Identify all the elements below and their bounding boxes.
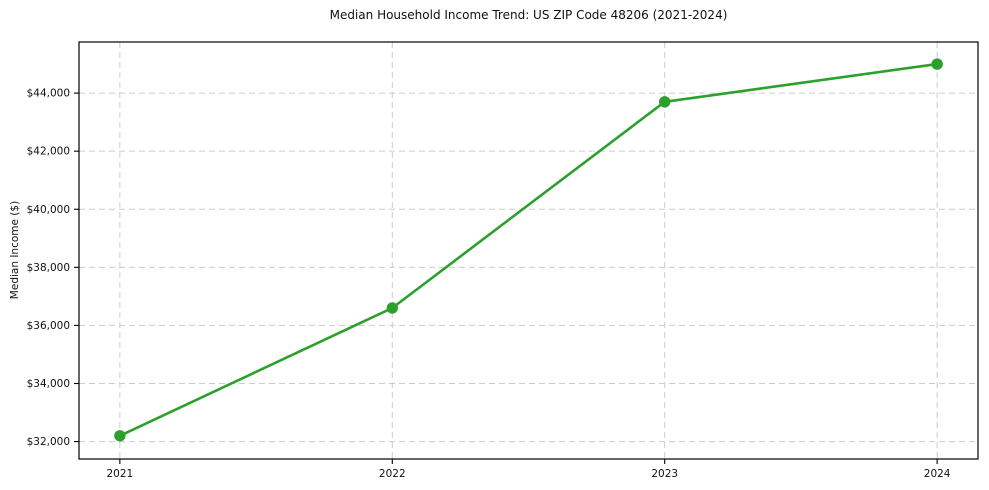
chart-title: Median Household Income Trend: US ZIP Co… (329, 8, 728, 22)
y-tick-label: $34,000 (27, 378, 70, 390)
y-tick-label: $42,000 (27, 146, 70, 158)
plot-border (78, 41, 979, 460)
x-tick-label: 2022 (379, 468, 406, 480)
x-tick-label: 2024 (924, 468, 951, 480)
y-tick-label: $44,000 (27, 88, 70, 100)
y-tick-label: $38,000 (27, 262, 70, 274)
x-tick-label: 2021 (106, 468, 133, 480)
x-tick-label: 2023 (651, 468, 678, 480)
data-point (114, 430, 126, 442)
data-point (931, 58, 943, 70)
y-tick-label: $36,000 (27, 320, 70, 332)
data-point (386, 302, 398, 314)
y-tick-label: $40,000 (27, 204, 70, 216)
trend-line (118, 62, 939, 438)
y-tick-label: $32,000 (27, 436, 70, 448)
data-point (659, 96, 671, 108)
